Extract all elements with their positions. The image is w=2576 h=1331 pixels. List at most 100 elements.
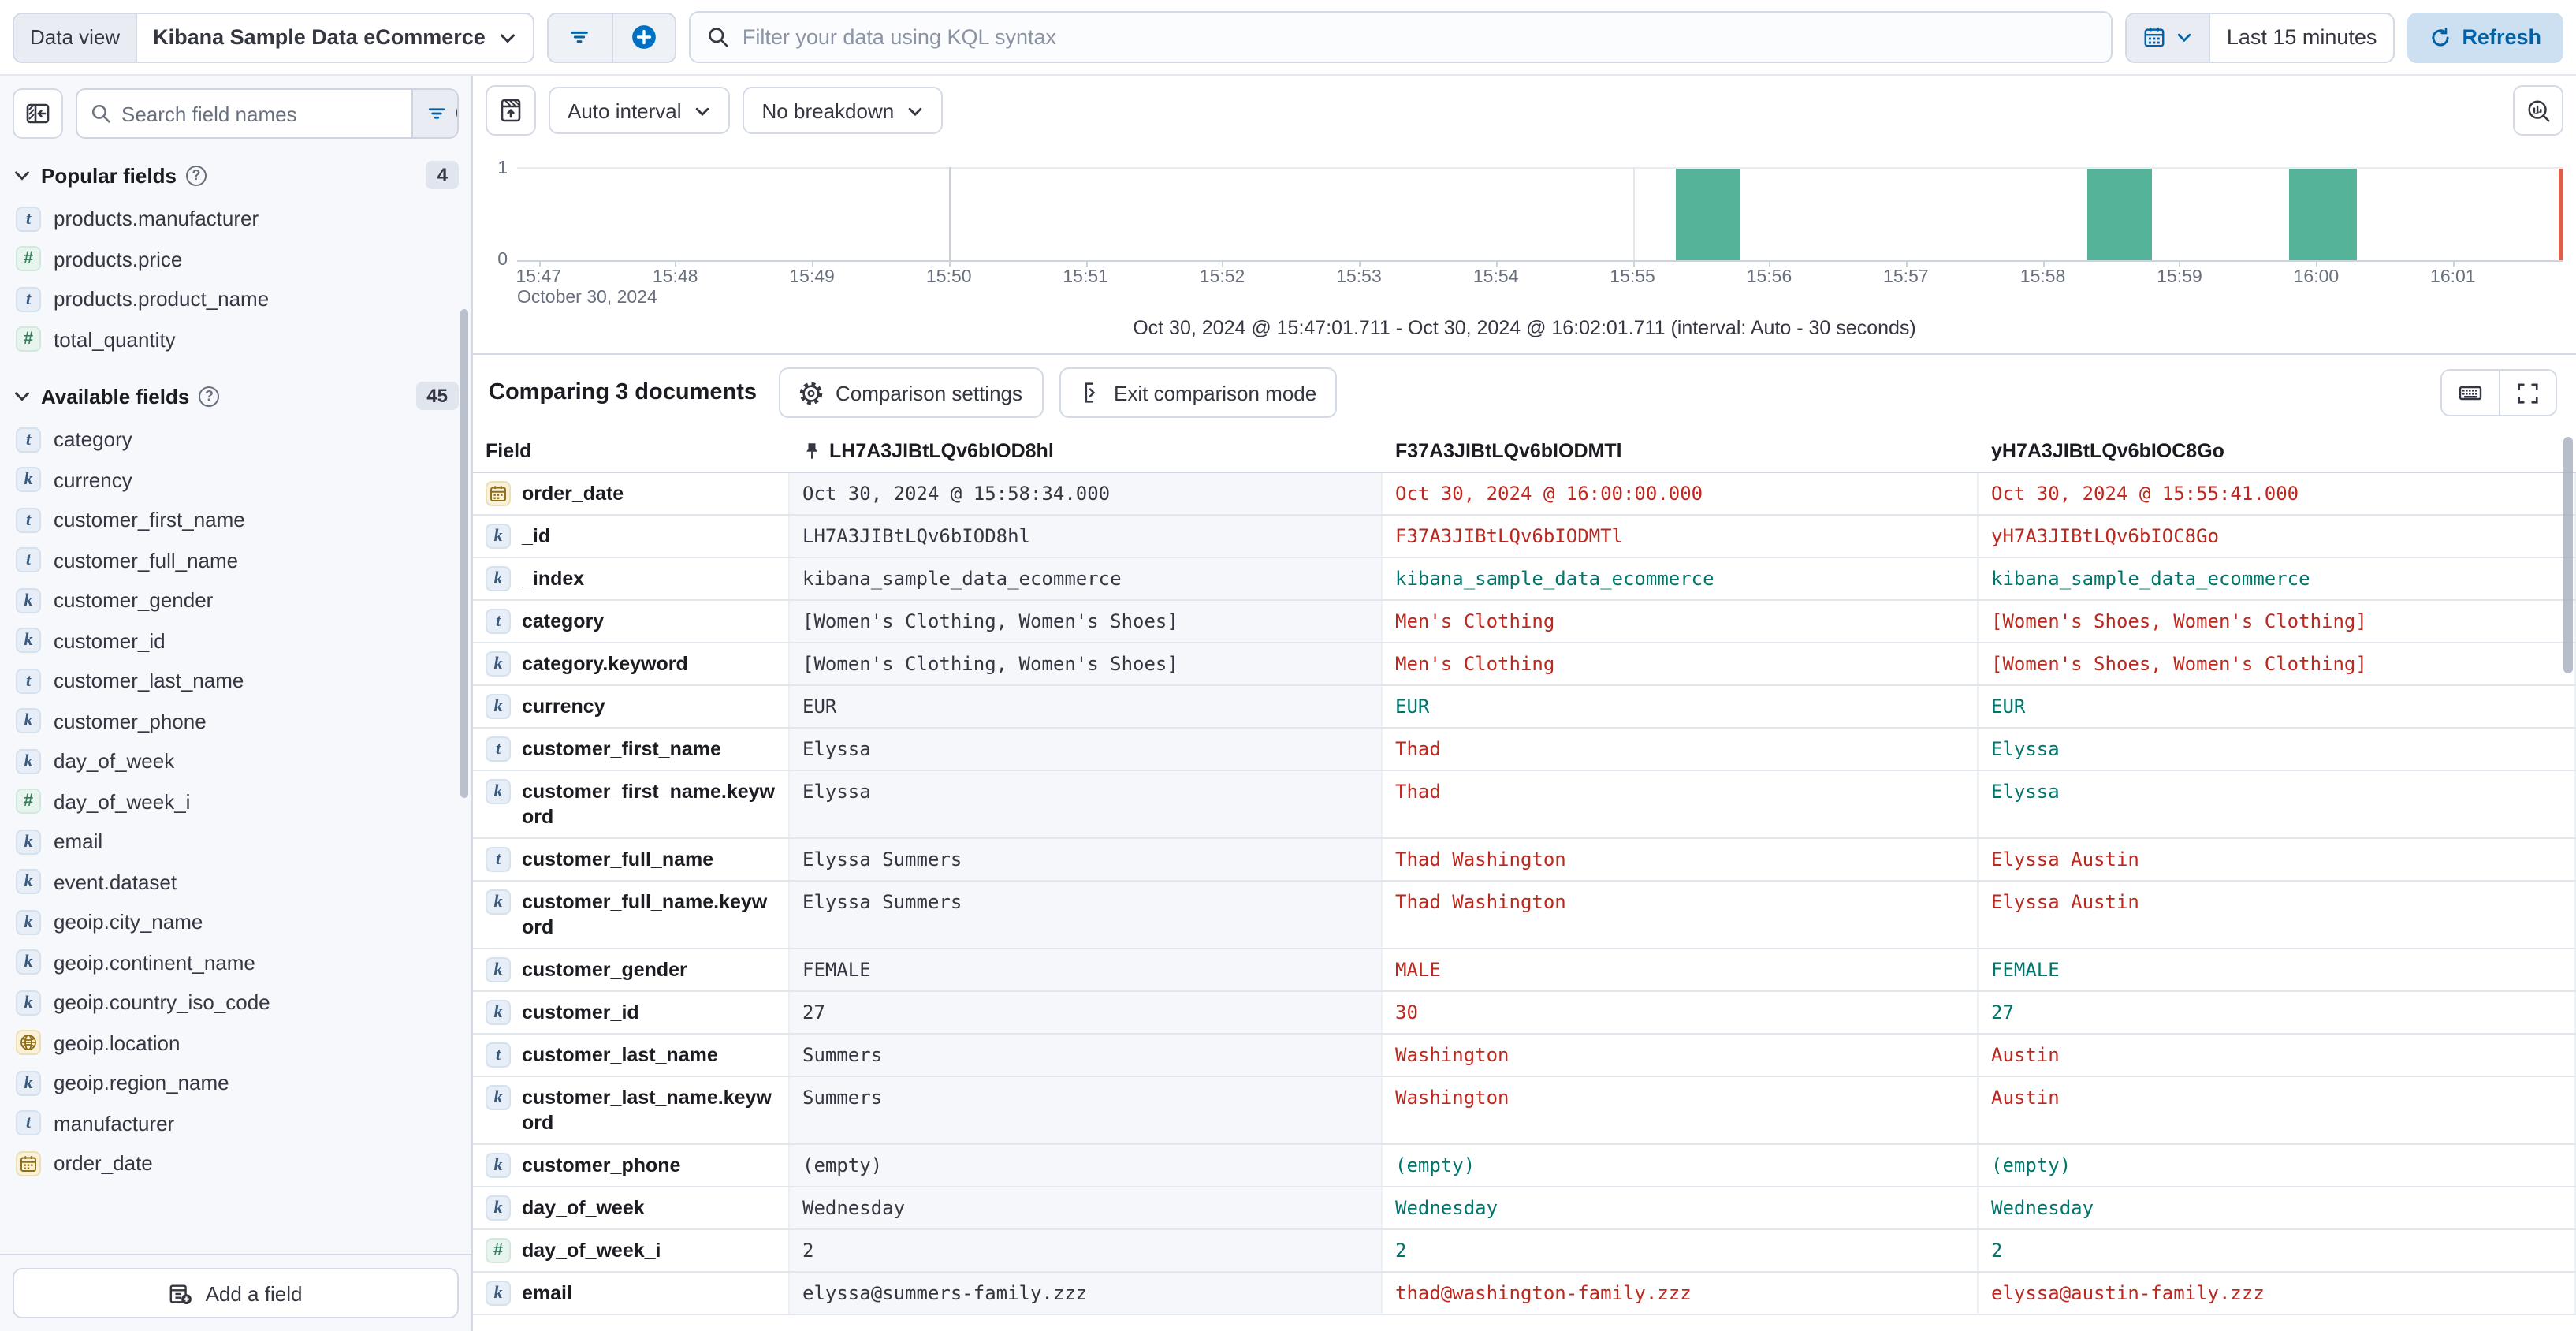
field-name: order_date xyxy=(522,483,624,505)
value-cell-pinned: Elyssa xyxy=(790,771,1383,837)
axis-tick-mark xyxy=(1905,260,1908,267)
field-cell: t customer_last_name xyxy=(473,1035,790,1076)
field-item-label: geoip.location xyxy=(54,1031,181,1055)
value-cell: Wednesday xyxy=(1979,1187,2576,1228)
field-item[interactable]: t manufacturer xyxy=(0,1103,471,1143)
value-cell: Washington xyxy=(1383,1035,1979,1076)
filter-menu-button[interactable] xyxy=(549,13,612,61)
axis-tick-mark xyxy=(1632,260,1635,267)
field-item[interactable]: k geoip.country_iso_code xyxy=(0,982,471,1023)
edit-visualization-button[interactable] xyxy=(2513,85,2563,136)
breakdown-label: No breakdown xyxy=(761,99,895,122)
value-cell: 30 xyxy=(1383,992,1979,1033)
exit-comparison-button[interactable]: Exit comparison mode xyxy=(1059,367,1338,418)
field-item[interactable]: t products.product_name xyxy=(0,279,471,319)
field-cell: t customer_full_name xyxy=(473,839,790,880)
breakdown-dropdown[interactable]: No breakdown xyxy=(743,87,944,134)
field-item[interactable]: # total_quantity xyxy=(0,319,471,360)
interval-dropdown[interactable]: Auto interval xyxy=(549,87,731,134)
field-item[interactable]: k currency xyxy=(0,460,471,500)
calendar-icon xyxy=(2143,25,2167,49)
keyboard-icon xyxy=(2458,380,2483,405)
field-type-icon: k xyxy=(486,957,511,982)
field-item[interactable]: t customer_last_name xyxy=(0,661,471,701)
doc-column-id: F37A3JIBtLQv6bIODMTl xyxy=(1395,440,1622,462)
field-item-label: order_date xyxy=(54,1151,153,1176)
field-item[interactable]: # day_of_week_i xyxy=(0,781,471,822)
field-cell: k customer_full_name.keyword xyxy=(473,882,790,948)
fullscreen-icon xyxy=(2516,381,2540,405)
table-row: t customer_full_name Elyssa Summers Thad… xyxy=(473,839,2576,882)
available-fields-header[interactable]: Available fields ? 45 xyxy=(13,382,459,410)
field-item[interactable]: k customer_phone xyxy=(0,701,471,741)
data-view-label: Data view xyxy=(14,13,138,61)
field-item[interactable]: t category xyxy=(0,419,471,460)
field-item[interactable]: order_date xyxy=(0,1143,471,1184)
data-view-value-button[interactable]: Kibana Sample Data eCommerce xyxy=(137,13,533,61)
field-item-label: total_quantity xyxy=(54,327,176,352)
value-cell: Men's Clothing xyxy=(1383,601,1979,642)
histogram-plot-area[interactable] xyxy=(517,167,2563,267)
field-item[interactable]: t customer_full_name xyxy=(0,540,471,580)
axis-tick-mark xyxy=(2179,260,2181,267)
field-cell: k day_of_week xyxy=(473,1187,790,1228)
popular-fields-title: Popular fields xyxy=(41,163,177,187)
field-name: customer_phone xyxy=(522,1154,681,1176)
field-item[interactable]: t customer_first_name xyxy=(0,500,471,540)
date-quick-menu-button[interactable] xyxy=(2127,13,2211,61)
axis-tick-mark xyxy=(2042,260,2045,267)
field-item[interactable]: geoip.location xyxy=(0,1023,471,1063)
field-item[interactable]: k geoip.city_name xyxy=(0,902,471,942)
field-cell: # day_of_week_i xyxy=(473,1230,790,1271)
field-item[interactable]: k customer_id xyxy=(0,621,471,661)
value-cell: (empty) xyxy=(1383,1145,1979,1186)
value-cell: 2 xyxy=(1979,1230,2576,1271)
doc-column-header: LH7A3JIBtLQv6bIOD8hl xyxy=(790,431,1383,472)
data-view-picker[interactable]: Data view Kibana Sample Data eCommerce xyxy=(13,12,534,62)
field-search-input[interactable] xyxy=(121,102,399,125)
chevron-down-icon xyxy=(13,166,32,185)
value-cell-pinned: Elyssa xyxy=(790,729,1383,770)
field-item[interactable]: k geoip.continent_name xyxy=(0,942,471,982)
histogram-bar[interactable] xyxy=(2087,169,2153,260)
popular-fields-header[interactable]: Popular fields ? 4 xyxy=(13,161,459,189)
field-filter-button[interactable]: 0 xyxy=(411,90,457,137)
field-type-icon: k xyxy=(16,829,41,855)
comparison-settings-button[interactable]: Comparison settings xyxy=(779,367,1043,418)
field-column-header: Field xyxy=(486,440,532,462)
hide-chart-button[interactable] xyxy=(486,85,536,136)
refresh-button[interactable]: Refresh xyxy=(2407,12,2563,62)
kql-query-input[interactable] xyxy=(742,25,2096,49)
chevron-down-icon xyxy=(2176,28,2194,46)
table-row: order_date Oct 30, 2024 @ 15:58:34.000 O… xyxy=(473,473,2576,516)
field-item[interactable]: k email xyxy=(0,822,471,862)
field-type-icon: t xyxy=(16,668,41,694)
histogram-bar[interactable] xyxy=(2289,169,2358,260)
field-item[interactable]: # products.price xyxy=(0,239,471,279)
time-range-value[interactable]: Last 15 minutes xyxy=(2226,25,2377,49)
add-filter-button[interactable] xyxy=(611,13,675,61)
field-item[interactable]: k day_of_week xyxy=(0,741,471,781)
value-cell-pinned: kibana_sample_data_ecommerce xyxy=(790,558,1383,599)
y-tick-max: 1 xyxy=(497,159,508,178)
field-type-icon: k xyxy=(16,909,41,935)
table-row: k customer_last_name.keyword Summers Was… xyxy=(473,1077,2576,1145)
field-item[interactable]: k geoip.region_name xyxy=(0,1063,471,1103)
help-icon: ? xyxy=(199,386,220,406)
value-cell-pinned: Wednesday xyxy=(790,1187,1383,1228)
keyboard-shortcuts-button[interactable] xyxy=(2442,371,2499,415)
field-item[interactable]: k customer_gender xyxy=(0,580,471,621)
table-scrollbar[interactable] xyxy=(2563,437,2573,673)
field-type-icon: k xyxy=(16,990,41,1016)
field-type-icon: t xyxy=(16,547,41,573)
value-cell: kibana_sample_data_ecommerce xyxy=(1979,558,2576,599)
field-item[interactable]: k event.dataset xyxy=(0,862,471,902)
histogram-bar[interactable] xyxy=(1676,169,1741,260)
value-cell: Austin xyxy=(1979,1035,2576,1076)
fullscreen-button[interactable] xyxy=(2499,371,2556,415)
sidebar-scrollbar[interactable] xyxy=(460,309,468,798)
filter-button-group xyxy=(546,12,676,62)
add-field-button[interactable]: Add a field xyxy=(13,1268,459,1318)
collapse-sidebar-button[interactable] xyxy=(13,88,63,139)
field-item[interactable]: t products.manufacturer xyxy=(0,199,471,239)
